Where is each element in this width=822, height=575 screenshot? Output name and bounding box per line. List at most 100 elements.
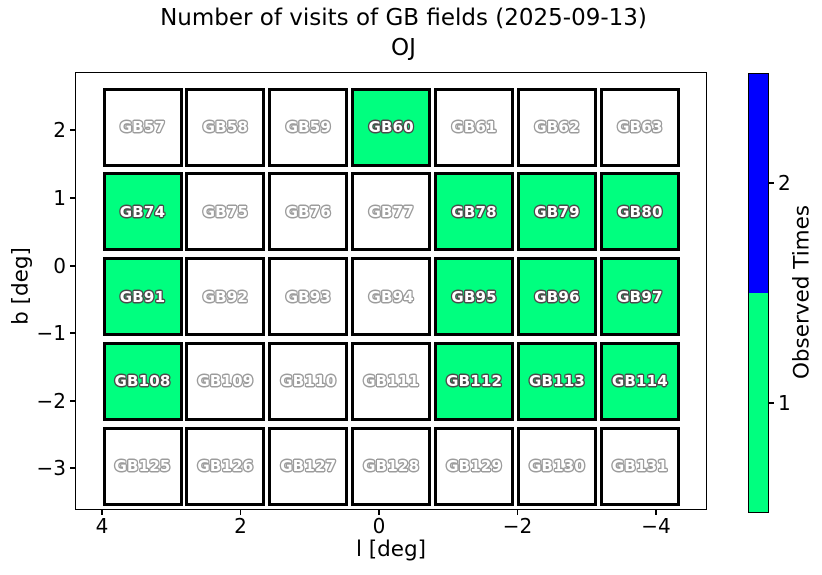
colorbar-tick-mark bbox=[769, 182, 774, 184]
field-cell-gb114: GB114 bbox=[599, 341, 680, 421]
field-label: GB112 bbox=[446, 372, 503, 391]
x-tick-label: −4 bbox=[641, 514, 671, 538]
field-cell-gb126: GB126 bbox=[185, 426, 266, 506]
field-label: GB96 bbox=[534, 287, 580, 306]
y-tick-mark bbox=[70, 265, 75, 267]
field-label: GB97 bbox=[617, 287, 663, 306]
field-label: GB80 bbox=[617, 202, 663, 221]
field-label: GB78 bbox=[451, 202, 497, 221]
field-label: GB76 bbox=[285, 202, 331, 221]
field-cell-gb92: GB92 bbox=[185, 257, 266, 336]
colorbar-segment-1 bbox=[749, 293, 768, 512]
field-cell-gb76: GB76 bbox=[268, 172, 349, 252]
field-cell-gb109: GB109 bbox=[185, 341, 266, 421]
x-tick-label: 2 bbox=[234, 514, 247, 538]
field-cell-gb75: GB75 bbox=[185, 172, 266, 252]
field-cell-gb131: GB131 bbox=[599, 426, 680, 506]
y-tick-mark bbox=[70, 332, 75, 334]
x-axis-label: l [deg] bbox=[355, 537, 427, 562]
field-label: GB79 bbox=[534, 202, 580, 221]
field-label: GB61 bbox=[451, 118, 497, 136]
field-label: GB110 bbox=[280, 372, 337, 391]
field-cell-gb74: GB74 bbox=[102, 172, 183, 252]
colorbar-tick-label: 2 bbox=[778, 171, 791, 195]
field-label: GB114 bbox=[611, 372, 668, 391]
field-label: GB130 bbox=[528, 457, 586, 475]
field-cell-gb125: GB125 bbox=[102, 426, 183, 506]
field-cell-gb78: GB78 bbox=[434, 172, 515, 252]
field-cell-gb108: GB108 bbox=[102, 341, 183, 421]
field-cell-gb97: GB97 bbox=[599, 257, 680, 336]
field-cell-gb110: GB110 bbox=[268, 341, 349, 421]
field-label: GB75 bbox=[202, 202, 249, 221]
field-cell-gb58: GB58 bbox=[185, 87, 266, 167]
y-tick-label: 1 bbox=[53, 186, 66, 210]
colorbar-tick-mark bbox=[769, 402, 774, 404]
field-label: GB57 bbox=[119, 118, 166, 136]
x-tick-label: 0 bbox=[372, 514, 386, 538]
y-tick-label: 0 bbox=[53, 254, 66, 278]
field-cell-gb113: GB113 bbox=[517, 341, 597, 421]
field-label: GB108 bbox=[114, 372, 171, 391]
field-cell-gb95: GB95 bbox=[434, 257, 515, 336]
field-label: GB131 bbox=[611, 457, 668, 475]
colorbar-tick-label: 1 bbox=[778, 391, 791, 415]
field-cell-gb111: GB111 bbox=[351, 341, 432, 421]
field-label: GB62 bbox=[534, 118, 580, 136]
field-cell-gb96: GB96 bbox=[517, 257, 597, 336]
field-cell-gb60: GB60 bbox=[351, 87, 432, 167]
field-cell-gb130: GB130 bbox=[517, 426, 597, 506]
field-cell-gb61: GB61 bbox=[434, 87, 515, 167]
field-label: GB58 bbox=[202, 118, 249, 136]
y-tick-mark bbox=[70, 129, 75, 131]
field-label: GB129 bbox=[446, 457, 503, 475]
y-tick-label: −3 bbox=[36, 456, 66, 480]
chart-subtitle: OJ bbox=[391, 35, 416, 61]
field-label: GB77 bbox=[368, 202, 414, 221]
y-tick-label: −2 bbox=[36, 389, 66, 413]
field-cell-gb94: GB94 bbox=[351, 257, 432, 336]
field-cell-gb57: GB57 bbox=[102, 87, 183, 167]
field-label: GB63 bbox=[617, 118, 663, 136]
x-tick-mark bbox=[101, 510, 103, 515]
colorbar-label: Observed Times bbox=[789, 204, 815, 380]
y-tick-mark bbox=[70, 197, 75, 199]
field-label: GB92 bbox=[202, 287, 249, 306]
field-cell-gb91: GB91 bbox=[102, 257, 183, 336]
chart-title: Number of visits of GB fields (2025-09-1… bbox=[160, 5, 647, 31]
field-cell-gb129: GB129 bbox=[434, 426, 515, 506]
field-label: GB126 bbox=[197, 457, 254, 475]
field-label: GB91 bbox=[119, 287, 166, 306]
field-label: GB93 bbox=[285, 287, 331, 306]
plot-area: GB57 GB58 GB59 GB60 GB61 GB62 GB63 GB74 GB75 GB76… bbox=[75, 72, 707, 510]
field-cell-gb59: GB59 bbox=[268, 87, 349, 167]
y-tick-label: 2 bbox=[53, 118, 66, 142]
field-label: GB109 bbox=[197, 372, 254, 391]
x-tick-mark bbox=[655, 510, 657, 515]
colorbar-segment-2 bbox=[749, 74, 768, 293]
field-label: GB128 bbox=[363, 457, 420, 475]
field-label: GB113 bbox=[528, 372, 586, 391]
field-label: GB125 bbox=[114, 457, 171, 475]
field-cell-gb79: GB79 bbox=[517, 172, 597, 252]
x-tick-mark bbox=[516, 510, 519, 515]
field-cell-gb112: GB112 bbox=[434, 341, 515, 421]
field-label: GB111 bbox=[363, 372, 420, 391]
x-tick-label: −2 bbox=[502, 514, 533, 538]
field-label: GB59 bbox=[285, 118, 331, 136]
field-cell-gb128: GB128 bbox=[351, 426, 432, 506]
x-tick-mark bbox=[239, 510, 242, 515]
field-label: GB60 bbox=[368, 118, 414, 136]
field-cell-gb62: GB62 bbox=[517, 87, 597, 167]
field-cell-gb93: GB93 bbox=[268, 257, 349, 336]
field-cell-gb127: GB127 bbox=[268, 426, 349, 506]
field-label: GB95 bbox=[451, 287, 497, 306]
colorbar bbox=[748, 73, 769, 513]
field-cell-gb77: GB77 bbox=[351, 172, 432, 252]
field-cell-gb80: GB80 bbox=[599, 172, 680, 252]
field-label: GB74 bbox=[119, 202, 166, 221]
y-tick-mark bbox=[70, 400, 75, 402]
field-cell-gb63: GB63 bbox=[599, 87, 680, 167]
x-tick-mark bbox=[378, 510, 380, 515]
